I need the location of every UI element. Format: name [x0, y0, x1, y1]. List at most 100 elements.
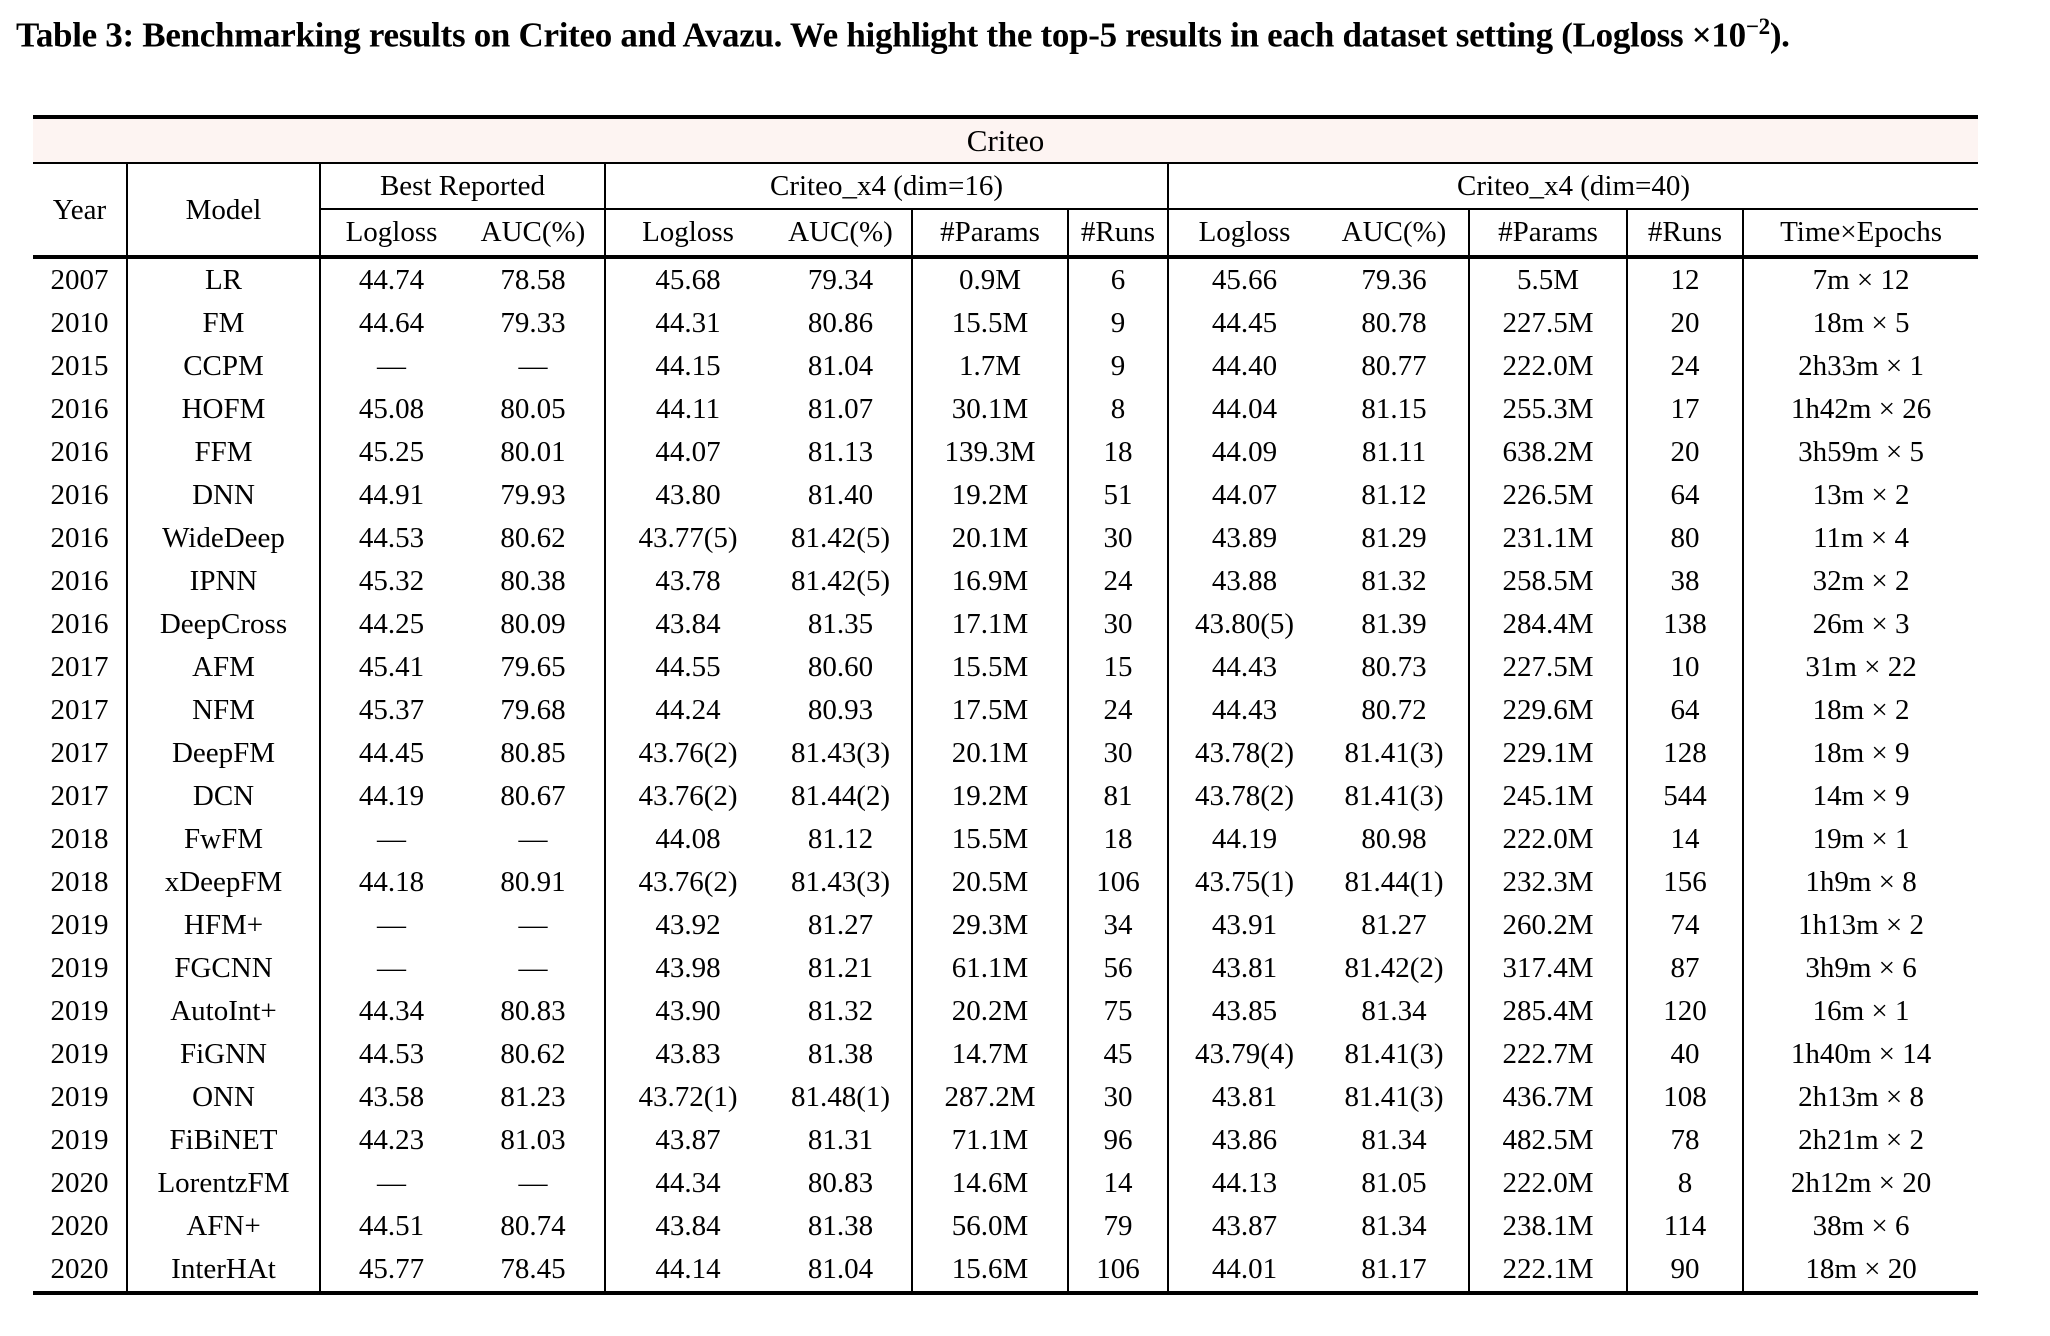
d16-auc-cell: 81.04 — [770, 345, 913, 388]
best-logloss-cell: 45.41 — [358, 651, 425, 683]
d16-auc-cell: 80.86 — [770, 302, 913, 345]
d40-params-cell: 482.5M — [1469, 1119, 1628, 1162]
model-cell: DeepCross — [127, 603, 321, 646]
d40-auc-cell: 80.98 — [1320, 818, 1470, 861]
best-logloss-cell: 44.18 — [358, 866, 425, 898]
d16-params-cell: 15.6M — [912, 1248, 1069, 1295]
model-cell: AutoInt+ — [127, 990, 321, 1033]
model-cell: LR — [127, 257, 321, 302]
group-header-row: Year Model Best Reported Criteo_x4 (dim=… — [33, 163, 1979, 259]
best-auc-cell: 80.85 — [462, 732, 606, 775]
d16-logloss-cell: 43.98 — [655, 952, 721, 984]
d16-logloss-cell: 43.90 — [655, 995, 721, 1027]
d16-logloss-cell: 43.83 — [655, 1038, 721, 1070]
d16-params-cell: 0.9M — [912, 257, 1069, 302]
col-header-d40-logloss: Logloss — [1168, 209, 1320, 259]
d16-runs-cell: 9 — [1068, 345, 1169, 388]
d40-logloss-cell: 44.09 — [1211, 436, 1278, 468]
table-row: 2017 DeepFM 44.45 80.85 43.76(2) 81.43(3) 20.1… — [33, 732, 1978, 775]
best-logloss-cell: 44.53 — [358, 1038, 425, 1070]
d16-params-cell: 56.0M — [912, 1205, 1069, 1248]
best-logloss-cell: — — [377, 909, 406, 941]
table-row: 2020 AFN+ 44.51 80.74 43.84 81.38 56.0M 79 43.87… — [33, 1205, 1978, 1248]
group-header-best-reported: Best Reported — [320, 163, 606, 210]
d16-runs-cell: 34 — [1068, 904, 1169, 947]
best-logloss-cell: 44.53 — [358, 522, 425, 554]
best-logloss-cell: 44.34 — [358, 995, 425, 1027]
caption-text-end: ). — [1769, 15, 1790, 55]
d40-logloss-cell: 43.88 — [1211, 565, 1278, 597]
d40-runs-cell: 38 — [1627, 560, 1744, 603]
d40-logloss-cell: 44.43 — [1211, 694, 1278, 726]
d16-auc-cell: 81.43(3) — [770, 732, 913, 775]
d16-auc-cell: 81.35 — [770, 603, 913, 646]
model-cell: FM — [127, 302, 321, 345]
d16-runs-cell: 56 — [1068, 947, 1169, 990]
year-cell: 2007 — [33, 257, 128, 302]
d16-params-cell: 287.2M — [912, 1076, 1069, 1119]
d40-auc-cell: 81.34 — [1320, 990, 1470, 1033]
year-cell: 2019 — [33, 1033, 128, 1076]
best-auc-cell: 80.74 — [462, 1205, 606, 1248]
model-cell: FwFM — [127, 818, 321, 861]
table-row: 2007 LR 44.74 78.58 45.68 79.34 0.9M 6 45.66 79.3… — [33, 257, 1978, 302]
d16-runs-cell: 106 — [1068, 1248, 1169, 1295]
table-body: 2007 LR 44.74 78.58 45.68 79.34 0.9M 6 45.66 79.3… — [33, 257, 1979, 1295]
d40-runs-cell: 80 — [1627, 517, 1744, 560]
model-cell: DCN — [127, 775, 321, 818]
best-logloss-cell: 44.45 — [358, 737, 425, 769]
col-header-time-epochs: Time×Epochs — [1743, 209, 1979, 259]
d40-runs-cell: 90 — [1627, 1248, 1744, 1295]
table-row: 2020 LorentzFM — — 44.34 80.83 14.6M 14 44.13 81.… — [33, 1162, 1978, 1205]
d40-auc-cell: 81.05 — [1320, 1162, 1470, 1205]
time-epochs-cell: 18m × 2 — [1812, 694, 1910, 726]
best-logloss-cell: 44.25 — [358, 608, 425, 640]
model-cell: CCPM — [127, 345, 321, 388]
model-cell: FGCNN — [127, 947, 321, 990]
d16-runs-cell: 30 — [1068, 517, 1169, 560]
d40-runs-cell: 78 — [1627, 1119, 1744, 1162]
d40-auc-cell: 81.39 — [1320, 603, 1470, 646]
d16-params-cell: 29.3M — [912, 904, 1069, 947]
year-cell: 2019 — [33, 904, 128, 947]
d16-params-cell: 71.1M — [912, 1119, 1069, 1162]
sub-header-row: Logloss AUC(%) Logloss AUC(%) #Params #R… — [33, 209, 1979, 259]
table-row: 2019 HFM+ — —43.92 81.27 29.3M 34 43.91 81.27 260… — [33, 904, 1978, 947]
best-logloss-cell: 43.58 — [358, 1081, 425, 1113]
d40-params-cell: 5.5M — [1469, 257, 1628, 302]
d40-auc-cell: 80.73 — [1320, 646, 1470, 689]
col-header-d40-auc: AUC(%) — [1320, 209, 1470, 259]
table-row: 2017 NFM 45.37 79.68 44.24 80.93 17.5M 24 44.43 8… — [33, 689, 1978, 732]
d40-auc-cell: 80.78 — [1320, 302, 1470, 345]
d40-auc-cell: 81.34 — [1320, 1205, 1470, 1248]
best-auc-cell: — — [462, 904, 606, 947]
d16-params-cell: 15.5M — [912, 646, 1069, 689]
col-header-model: Model — [127, 163, 321, 259]
table-row: 2018 FwFM — — 44.08 81.12 15.5M 18 44.19 80.98 222… — [33, 818, 1978, 861]
d40-auc-cell: 81.34 — [1320, 1119, 1470, 1162]
best-logloss-cell: 44.64 — [358, 307, 425, 339]
table-row: 2016 DNN 44.91 79.93 43.80 81.40 19.2M 51 44.07 8… — [33, 474, 1978, 517]
d16-logloss-cell: 44.11 — [655, 393, 721, 425]
d40-params-cell: 260.2M — [1469, 904, 1628, 947]
d16-params-cell: 139.3M — [912, 431, 1069, 474]
d40-auc-cell: 81.11 — [1320, 431, 1470, 474]
d40-runs-cell: 544 — [1627, 775, 1744, 818]
best-auc-cell: 80.01 — [462, 431, 606, 474]
d40-params-cell: 229.1M — [1469, 732, 1628, 775]
d16-params-cell: 30.1M — [912, 388, 1069, 431]
best-auc-cell: 80.62 — [462, 1033, 606, 1076]
best-logloss-cell: 44.23 — [358, 1124, 425, 1156]
model-cell: LorentzFM — [127, 1162, 321, 1205]
d16-auc-cell: 81.40 — [770, 474, 913, 517]
d40-auc-cell: 81.27 — [1320, 904, 1470, 947]
model-cell: InterHAt — [127, 1248, 321, 1295]
d16-logloss-cell: 44.31 — [655, 307, 721, 339]
year-cell: 2016 — [33, 474, 128, 517]
d16-logloss-cell: 43.84 — [655, 608, 721, 640]
time-epochs-cell: 18m × 20 — [1743, 1248, 1979, 1295]
d16-params-cell: 17.1M — [912, 603, 1069, 646]
d16-logloss-cell: 44.14 — [605, 1248, 770, 1295]
d40-logloss-cell: 44.01 — [1168, 1248, 1320, 1295]
model-cell: AFM — [127, 646, 321, 689]
